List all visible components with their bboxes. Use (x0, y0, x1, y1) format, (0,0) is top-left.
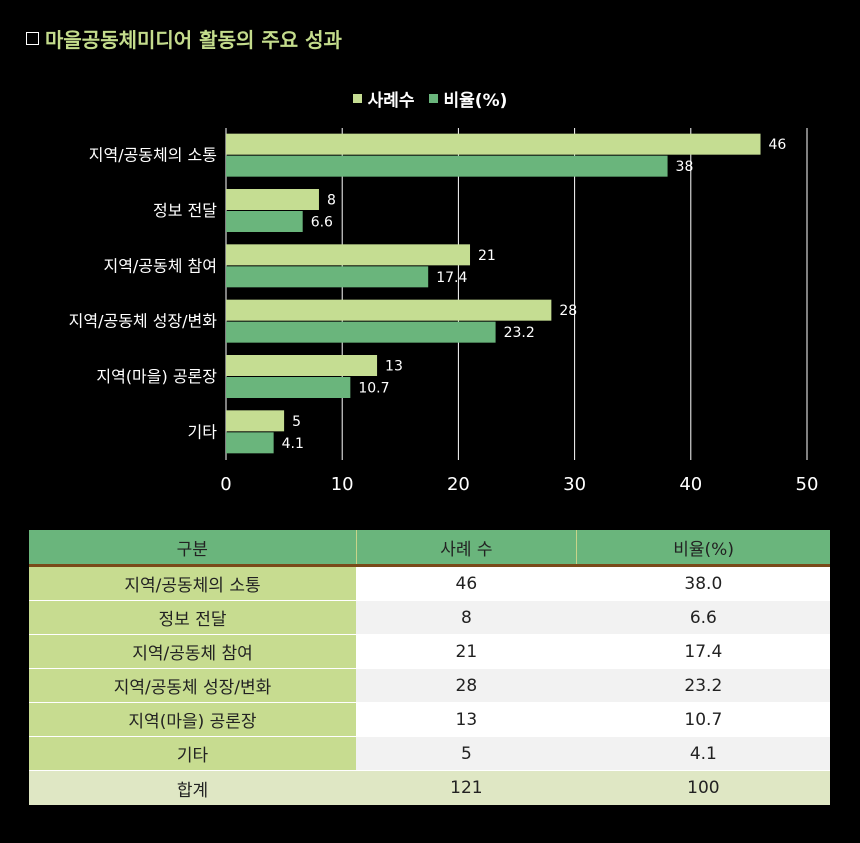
table-cell-count: 28 (356, 668, 577, 703)
table-cell-ratio: 4.1 (576, 736, 830, 771)
table-header-ratio: 비율(%) (576, 530, 830, 567)
bar (226, 377, 351, 398)
table-cell-count: 13 (356, 702, 577, 737)
square-bullet-icon (26, 32, 39, 45)
table-cell-ratio: 38.0 (576, 565, 830, 601)
table-row: 지역/공동체 성장/변화 28 23.2 (29, 668, 830, 703)
table-header-category: 구분 (29, 530, 357, 567)
bar (226, 410, 285, 432)
x-tick-label: 40 (679, 474, 702, 495)
table-cell-category: 지역/공동체 성장/변화 (29, 668, 356, 703)
table-total-count: 121 (356, 770, 577, 805)
data-label: 46 (769, 137, 787, 153)
table-cell-ratio: 23.2 (576, 668, 830, 703)
legend-item-series2: 비율(%) (428, 86, 508, 111)
chart-legend: 사례수 비율(%) (0, 86, 860, 111)
bar (226, 155, 668, 177)
legend-swatch-series2 (428, 94, 438, 103)
category-label: 지역/공동체 참여 (103, 256, 217, 275)
legend-label-series2: 비율(%) (443, 91, 508, 111)
table-row: 정보 전달 8 6.6 (29, 600, 830, 635)
data-label: 10.7 (358, 381, 389, 397)
table-cell-ratio: 17.4 (576, 634, 830, 669)
table-header-row: 구분 사례 수 비율(%) (29, 530, 830, 567)
table-row: 지역(마을) 공론장 13 10.7 (29, 702, 830, 737)
legend-label-series1: 사례수 (367, 91, 415, 111)
table-cell-category: 지역/공동체의 소통 (29, 565, 356, 601)
table-cell-category: 지역(마을) 공론장 (29, 702, 356, 737)
category-label: 지역/공동체 성장/변화 (69, 312, 218, 331)
table-total-row: 합계 121 100 (29, 770, 830, 805)
table-header-count: 사례 수 (356, 530, 578, 567)
table-cell-category: 지역/공동체 참여 (29, 634, 356, 669)
x-tick-label: 50 (796, 474, 819, 495)
bar-chart: 0 10 20 30 40 50 지역/공동체의 소통 46 38 정보 전달 8 6.6 지역/공동체… (69, 128, 819, 495)
table-cell-count: 5 (356, 736, 577, 771)
category-label: 지역/공동체의 소통 (89, 146, 217, 165)
x-tick-label: 0 (220, 474, 231, 495)
table-cell-category: 정보 전달 (29, 600, 356, 635)
table-row: 지역/공동체 참여 21 17.4 (29, 634, 830, 669)
data-label: 6.6 (311, 215, 333, 231)
bar (226, 355, 378, 376)
data-label: 17.4 (436, 270, 467, 286)
category-label: 기타 (188, 422, 218, 441)
table-cell-count: 8 (356, 600, 577, 635)
bar (226, 189, 319, 210)
data-label: 21 (478, 248, 496, 264)
x-tick-label: 10 (331, 474, 354, 495)
bar (226, 266, 429, 288)
table-cell-category: 기타 (29, 736, 356, 771)
bar (226, 244, 471, 266)
table-cell-ratio: 10.7 (576, 702, 830, 737)
category-label: 지역(마을) 공론장 (96, 367, 217, 386)
bar (226, 211, 303, 232)
chart-title: 마을공동체미디어 활동의 주요 성과 (26, 24, 342, 53)
chart-title-text: 마을공동체미디어 활동의 주요 성과 (45, 28, 342, 52)
bar (226, 321, 496, 343)
table-cell-count: 21 (356, 634, 577, 669)
table-total-ratio: 100 (576, 770, 830, 805)
table-row: 지역/공동체의 소통 46 38.0 (29, 565, 830, 601)
legend-item-series1: 사례수 (352, 86, 415, 111)
table-row: 기타 5 4.1 (29, 736, 830, 771)
data-label: 28 (559, 303, 577, 319)
data-label: 38 (676, 159, 694, 175)
data-label: 4.1 (282, 436, 304, 452)
table-cell-ratio: 6.6 (576, 600, 830, 635)
x-tick-label: 30 (563, 474, 586, 495)
category-label: 정보 전달 (153, 201, 217, 220)
table-cell-count: 46 (356, 565, 577, 601)
data-label: 23.2 (504, 325, 535, 341)
data-label: 13 (385, 359, 403, 375)
bar (226, 133, 761, 155)
table-total-label: 합계 (29, 770, 356, 805)
x-tick-label: 20 (447, 474, 470, 495)
data-label: 5 (292, 414, 301, 430)
legend-swatch-series1 (352, 94, 362, 103)
data-label: 8 (327, 193, 336, 209)
data-table: 구분 사례 수 비율(%) 지역/공동체의 소통 46 38.0 정보 전달 8… (29, 530, 830, 805)
bar (226, 432, 274, 454)
bar (226, 299, 552, 321)
